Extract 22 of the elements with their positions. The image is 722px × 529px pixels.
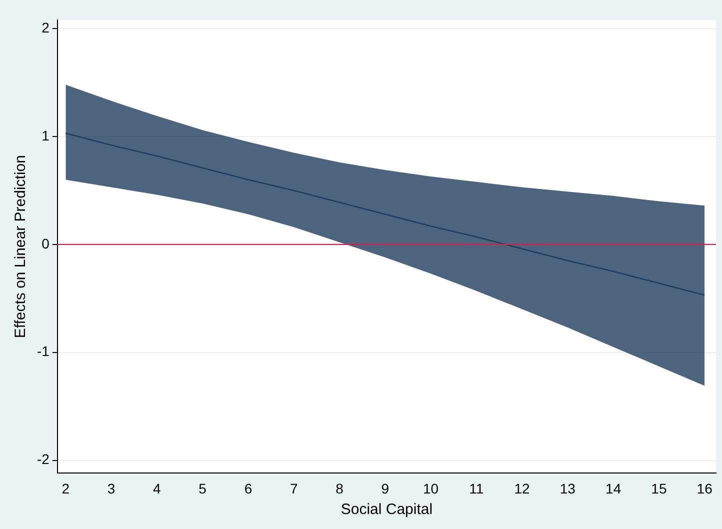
y-tick-label: -2 <box>36 451 50 468</box>
y-tick-label: 0 <box>42 235 50 252</box>
x-tick-label: 10 <box>422 480 439 496</box>
x-tick-label: 7 <box>290 480 298 496</box>
x-tick-label: 12 <box>514 480 530 496</box>
x-tick-label: 2 <box>62 480 70 496</box>
x-tick-label: 4 <box>153 480 162 496</box>
x-tick-label: 16 <box>696 480 713 496</box>
x-tick-label: 9 <box>381 480 390 496</box>
y-axis-title: Effects on Linear Prediction <box>12 155 30 338</box>
x-tick-label: 6 <box>244 480 252 496</box>
x-tick-label: 5 <box>198 480 207 496</box>
y-tick-label: 2 <box>42 19 50 36</box>
x-tick-label: 14 <box>606 480 622 496</box>
x-tick-label: 3 <box>107 480 116 496</box>
x-tick-label: 15 <box>651 480 667 496</box>
x-tick-label: 8 <box>336 480 344 496</box>
x-axis-title: Social Capital <box>340 501 433 518</box>
y-tick-label: 1 <box>42 127 50 144</box>
x-tick-label: 11 <box>469 480 484 496</box>
y-tick-label: -1 <box>36 343 50 360</box>
x-tick-label: 13 <box>560 480 576 496</box>
